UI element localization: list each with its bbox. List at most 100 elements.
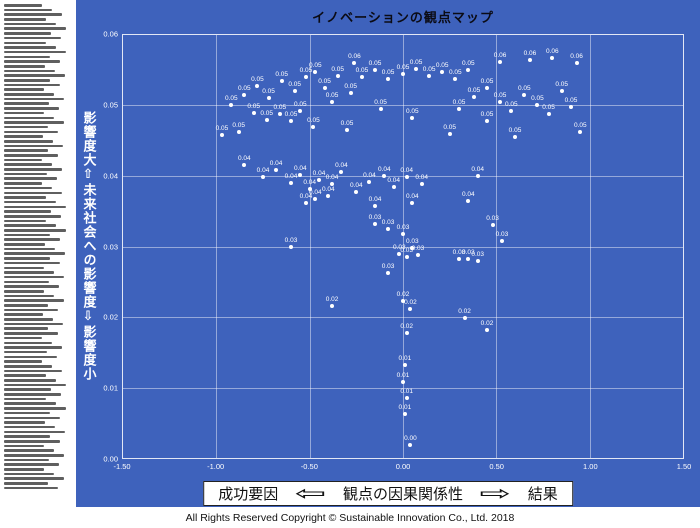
point-label: 0.03 <box>495 230 509 238</box>
point-label: 0.05 <box>344 82 358 90</box>
point-label: 0.05 <box>480 77 494 85</box>
list-text-line <box>4 168 63 171</box>
scatter-point <box>279 78 284 83</box>
list-text-line <box>4 22 57 26</box>
scatter-point <box>498 59 503 64</box>
point-label: 0.03 <box>471 250 484 258</box>
scatter-point <box>373 221 377 226</box>
list-text-line <box>4 247 55 251</box>
point-label: 0.05 <box>238 84 251 92</box>
right-arrow-icon: ⇨ <box>479 482 512 505</box>
point-label: 0.04 <box>462 190 475 198</box>
scatter-point <box>352 61 357 66</box>
list-text-line <box>4 74 65 77</box>
point-label: 0.03 <box>368 213 382 221</box>
scatter-point <box>326 193 331 198</box>
point-label: 0.05 <box>247 102 260 110</box>
list-text-line <box>4 486 59 490</box>
scatter-point <box>367 179 372 184</box>
point-label: 0.03 <box>406 237 419 245</box>
list-text-line <box>4 229 66 232</box>
scatter-point <box>522 92 527 97</box>
point-label: 0.05 <box>232 122 246 130</box>
success-factor-label: 成功要因 <box>218 486 279 503</box>
scatter-point <box>292 89 297 94</box>
scatter-point <box>313 69 318 74</box>
gridline-vertical <box>216 35 218 458</box>
point-label: 0.05 <box>325 91 339 99</box>
list-text-line <box>4 402 56 406</box>
point-label: 0.05 <box>555 81 568 89</box>
list-text-line <box>4 121 64 124</box>
point-label: 0.05 <box>215 125 229 133</box>
scatter-point <box>373 203 377 208</box>
point-label: 0.01 <box>398 354 412 362</box>
scatter-point <box>404 330 409 335</box>
scatter-point <box>559 89 564 94</box>
scatter-point <box>578 130 583 135</box>
list-text-line <box>4 289 44 293</box>
point-label: 0.04 <box>284 172 298 180</box>
scatter-point <box>427 73 432 78</box>
y-tick-label: 0.04 <box>103 171 118 181</box>
point-label: 0.02 <box>396 291 410 299</box>
point-label: 0.05 <box>318 77 331 85</box>
scatter-point <box>475 258 480 263</box>
list-text-line <box>4 360 42 363</box>
list-text-line <box>4 13 62 16</box>
list-text-line <box>4 350 47 354</box>
list-text-line <box>4 186 52 190</box>
list-text-line <box>4 93 55 96</box>
point-label: 0.04 <box>368 195 382 203</box>
list-text-line <box>4 285 59 288</box>
scatter-point <box>330 182 335 187</box>
scatter-point <box>509 109 514 114</box>
point-label: 0.04 <box>325 174 339 182</box>
list-text-line <box>4 482 49 485</box>
list-text-line <box>4 32 51 35</box>
point-label: 0.03 <box>392 243 406 251</box>
list-text-line <box>4 313 43 316</box>
list-text-line <box>4 252 65 256</box>
point-label: 0.05 <box>452 98 466 106</box>
point-label: 0.03 <box>400 246 414 254</box>
scatter-point <box>298 172 303 177</box>
scatter-point <box>466 198 471 203</box>
point-label: 0.04 <box>238 155 251 163</box>
scatter-point <box>298 109 303 114</box>
gridline-horizontal <box>123 387 683 389</box>
scatter-point <box>339 170 344 175</box>
point-label: 0.04 <box>387 176 400 184</box>
gridline-vertical <box>589 35 591 458</box>
list-text-line <box>4 243 45 246</box>
point-label: 0.03 <box>284 236 298 244</box>
point-label: 0.05 <box>462 60 475 68</box>
list-text-line <box>4 454 65 457</box>
scatter-point <box>404 175 409 180</box>
scatter-point <box>402 412 407 417</box>
perspective-list <box>0 0 76 507</box>
list-text-line <box>4 463 59 466</box>
list-text-line <box>4 477 64 481</box>
scatter-point <box>440 69 445 74</box>
scatter-point <box>535 103 540 108</box>
x-axis-legend: 成功要因 ⇦ 観点の因果関係性 ⇨ 結果 <box>203 481 573 506</box>
point-label: 0.05 <box>467 86 481 94</box>
scatter-point <box>485 119 489 123</box>
left-arrow-icon: ⇦ <box>294 482 327 505</box>
scatter-point <box>410 200 415 205</box>
point-label: 0.05 <box>518 84 531 92</box>
list-text-line <box>4 444 45 448</box>
y-tick-label: 0.00 <box>103 454 118 464</box>
scatter-point <box>457 107 461 112</box>
list-text-line <box>4 200 57 204</box>
point-label: 0.05 <box>574 122 587 130</box>
scatter-point <box>490 223 495 228</box>
point-label: 0.05 <box>355 67 369 75</box>
point-label: 0.02 <box>404 298 417 306</box>
scatter-point <box>419 182 424 187</box>
list-text-line <box>4 275 65 279</box>
scatter-point <box>415 252 420 257</box>
y-tick-label: 0.01 <box>103 383 118 393</box>
scatter-point <box>307 186 312 191</box>
